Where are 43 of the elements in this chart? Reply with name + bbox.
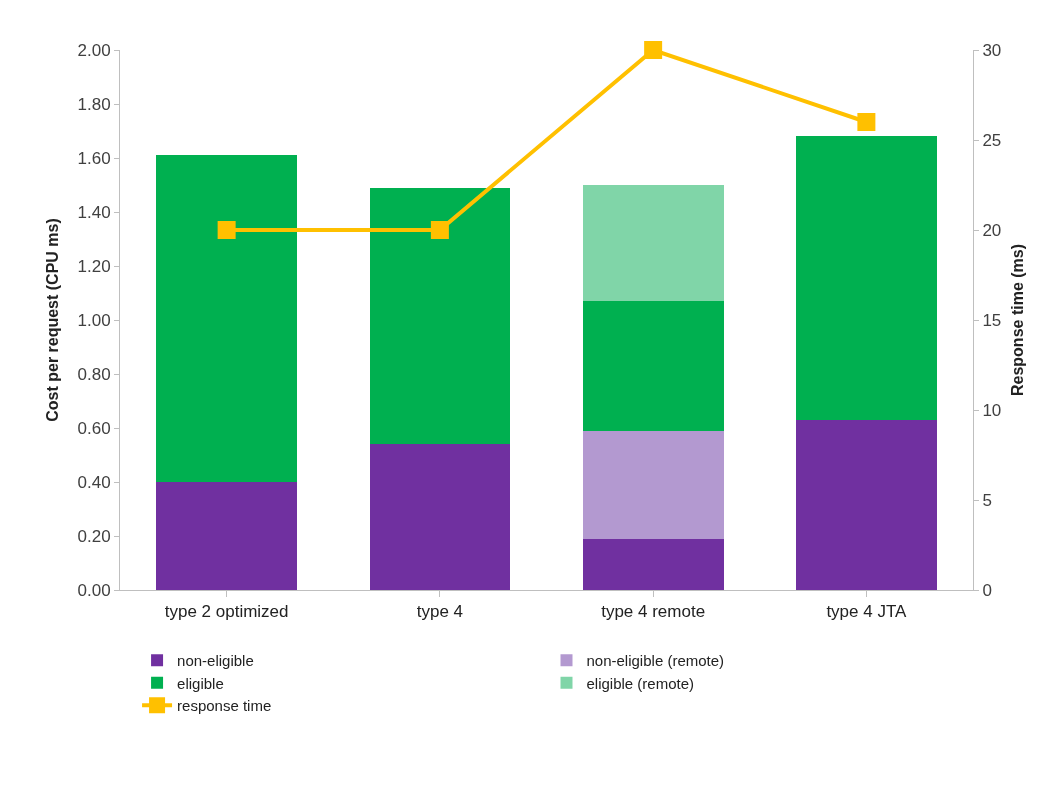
bar bbox=[156, 155, 297, 482]
legend-label: non-eligible bbox=[177, 652, 254, 670]
point bbox=[857, 113, 876, 131]
y2-tick-label: 30 bbox=[982, 40, 1002, 60]
y-tick-label: 1.20 bbox=[77, 256, 111, 276]
y-tick-label: 0.60 bbox=[77, 418, 111, 438]
y-tick-label: 0.80 bbox=[77, 364, 111, 384]
bar bbox=[582, 301, 724, 431]
legend-label: non-eligible (remote) bbox=[586, 652, 725, 670]
bar bbox=[582, 430, 724, 539]
legend-label: response time bbox=[177, 697, 272, 715]
y-tick-label: 1.00 bbox=[77, 310, 111, 330]
legend-label: eligible (remote) bbox=[586, 674, 695, 692]
bar bbox=[582, 185, 724, 302]
point bbox=[430, 221, 449, 239]
y-tick-label: 1.80 bbox=[77, 94, 111, 114]
x-tick-label: type 4 JTA bbox=[826, 602, 908, 622]
bar bbox=[796, 136, 937, 420]
legend-label: eligible bbox=[177, 674, 224, 692]
y2-tick-label: 20 bbox=[982, 220, 1002, 240]
y2-tick-label: 15 bbox=[982, 310, 1002, 330]
bar bbox=[582, 538, 724, 590]
x-tick-label: type 4 remote bbox=[601, 602, 706, 622]
y-tick-label: 0.20 bbox=[77, 526, 111, 546]
y2-tick-label: 0 bbox=[982, 580, 992, 600]
y-tick-label: 2.00 bbox=[77, 40, 111, 60]
y-tick-label: 1.40 bbox=[77, 202, 111, 222]
y-axis-title: Cost per request (CPU ms) bbox=[44, 218, 62, 422]
y2-axis-title: Response time (ms) bbox=[1009, 243, 1026, 397]
y2-tick-label: 5 bbox=[982, 490, 992, 510]
point bbox=[217, 221, 236, 239]
y-tick-label: 0.40 bbox=[77, 472, 111, 492]
bar bbox=[369, 444, 511, 590]
x-tick-label: type 4 bbox=[416, 602, 464, 622]
bar bbox=[156, 482, 297, 590]
y-tick-label: 1.60 bbox=[77, 148, 111, 168]
point bbox=[644, 41, 663, 59]
bar bbox=[796, 419, 937, 590]
bar bbox=[369, 187, 511, 445]
y2-tick-label: 25 bbox=[982, 130, 1002, 150]
y-tick-label: 0.00 bbox=[77, 580, 111, 600]
y2-tick-label: 10 bbox=[982, 400, 1002, 420]
x-tick-label: type 2 optimized bbox=[164, 602, 289, 622]
